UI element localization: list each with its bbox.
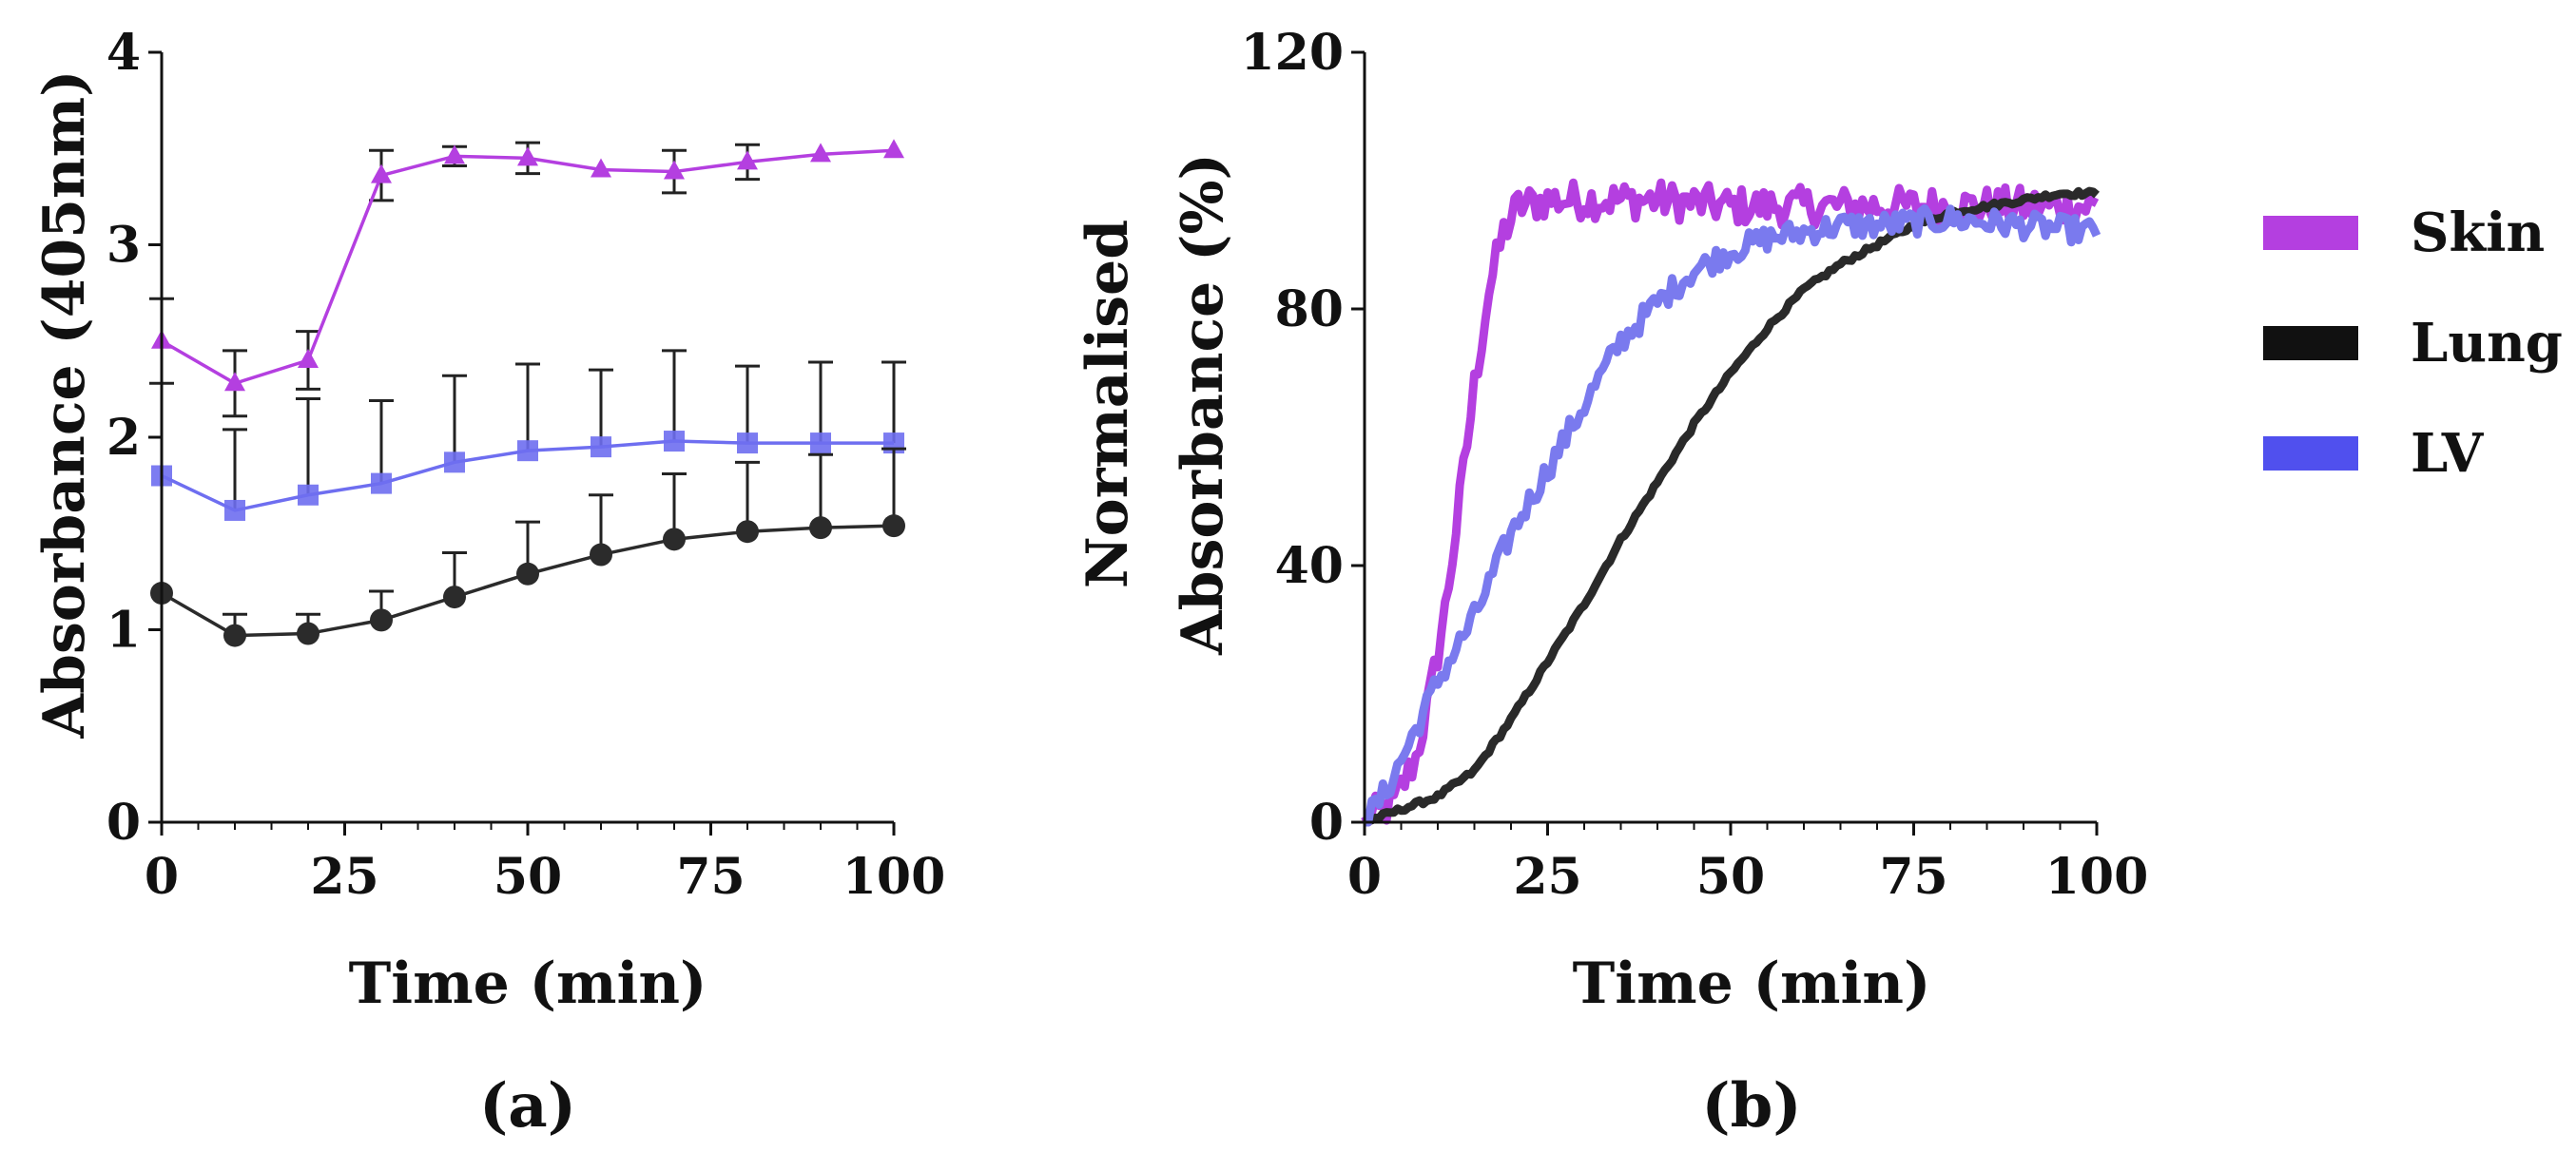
panel-b-x-axis-title: Time (min) (1573, 951, 1931, 1017)
series-line-skin (1361, 178, 2100, 827)
y-tick-label: 1 (107, 602, 141, 660)
panel-a-plot-area (149, 139, 906, 647)
data-point (297, 622, 320, 645)
y-tick-label: 4 (107, 24, 141, 82)
x-tick-label: 75 (1879, 848, 1947, 906)
y-tick-label: 80 (1275, 280, 1344, 338)
x-tick-label: 0 (145, 848, 179, 906)
data-point (517, 440, 538, 462)
data-point (664, 431, 685, 452)
data-point (224, 372, 245, 392)
data-point (371, 163, 392, 183)
series-line-skin (161, 148, 895, 386)
x-tick-label: 75 (676, 848, 745, 906)
data-point (591, 158, 611, 178)
x-tick-label: 50 (1696, 848, 1765, 906)
data-point (298, 349, 319, 368)
data-point (736, 520, 759, 544)
legend-swatch-skin (2263, 216, 2358, 250)
panel-b: 0 25 50 75 100 0 40 80 120 Normalised Absorbance… (1075, 24, 2563, 1142)
data-point (224, 499, 245, 521)
legend-label-lung: Lung (2411, 312, 2563, 375)
series-lv (151, 349, 906, 521)
data-point (591, 436, 611, 458)
data-point (590, 543, 612, 567)
panel-b-y-axis-title-line2: Absorbance (%) (1170, 153, 1236, 656)
y-tick-label: 0 (1309, 794, 1344, 852)
x-tick-label: 0 (1347, 848, 1382, 906)
series-skin (149, 139, 904, 418)
data-point (517, 146, 538, 166)
data-point (883, 139, 904, 159)
x-tick-label: 25 (310, 848, 378, 906)
data-point (737, 150, 758, 170)
x-tick-label: 25 (1513, 848, 1581, 906)
x-tick-label: 50 (494, 848, 562, 906)
legend-swatch-lung (2263, 326, 2358, 360)
panel-a-y-axis-title: Absorbance (405nm) (31, 69, 98, 739)
series-line-lv (1364, 203, 2101, 827)
legend: Skin Lung LV (2263, 202, 2563, 485)
panel-a-label: (a) (479, 1070, 576, 1142)
data-point (810, 432, 831, 454)
panel-b-axes: 0 25 50 75 100 0 40 80 120 (1240, 24, 2148, 906)
y-tick-label: 120 (1240, 24, 1344, 82)
data-point (663, 528, 686, 551)
x-tick-label: 100 (2045, 848, 2149, 906)
data-point (443, 586, 466, 609)
x-tick-label: 100 (843, 848, 946, 906)
y-tick-label: 2 (107, 409, 141, 467)
series-line-lung (1363, 186, 2100, 827)
data-point (223, 624, 246, 647)
data-point (298, 484, 319, 506)
y-tick-label: 0 (107, 794, 141, 852)
panel-b-plot-area (1361, 178, 2101, 827)
data-point (737, 432, 758, 454)
y-tick-label: 3 (107, 217, 141, 275)
data-point (664, 160, 685, 180)
data-point (370, 608, 393, 632)
data-point (371, 472, 392, 494)
data-point (810, 143, 831, 163)
legend-label-skin: Skin (2411, 202, 2545, 264)
data-point (882, 514, 905, 538)
panel-a: 0 25 50 75 100 0 1 2 3 4 Absorbance (405nm) Time … (31, 24, 945, 1142)
legend-swatch-lv (2263, 436, 2358, 471)
series-lung (150, 447, 906, 647)
y-tick-label: 40 (1275, 537, 1344, 595)
data-point (444, 144, 465, 164)
data-point (809, 516, 832, 540)
panel-b-y-axis-title-line1: Normalised (1075, 220, 1141, 588)
panel-a-axes: 0 25 50 75 100 0 1 2 3 4 (107, 24, 945, 906)
panel-a-x-axis-title: Time (min) (349, 951, 707, 1017)
data-point (516, 562, 539, 586)
legend-label-lv: LV (2411, 422, 2485, 485)
panel-b-label: (b) (1701, 1070, 1801, 1142)
data-point (444, 452, 465, 473)
